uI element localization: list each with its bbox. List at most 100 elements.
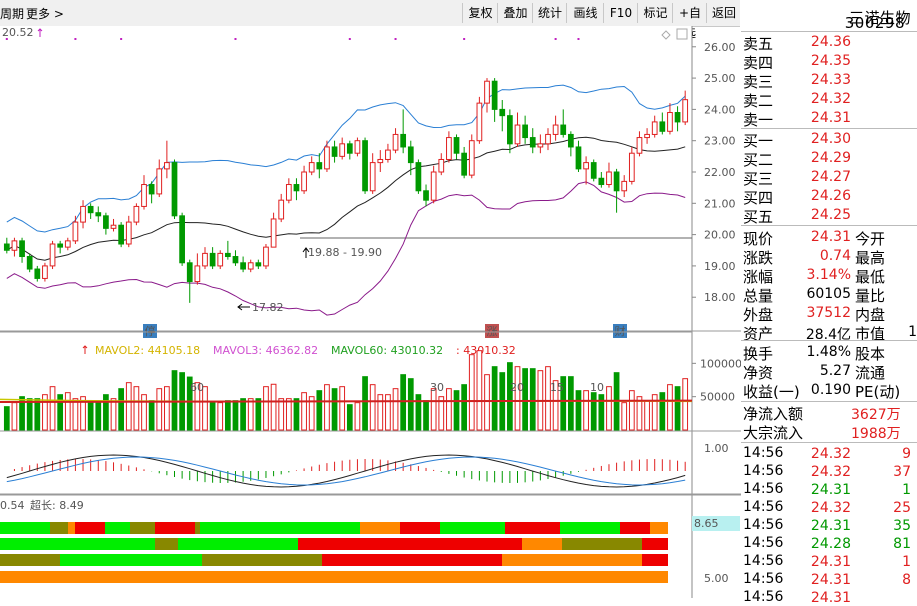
toolbar-button-2[interactable]: 统计 bbox=[532, 3, 567, 23]
stat-label-pct_label: 涨幅 bbox=[743, 268, 774, 286]
volume-bar bbox=[438, 396, 445, 431]
more-menu[interactable]: 更多 > bbox=[26, 7, 64, 21]
signal-strip-1 bbox=[642, 538, 668, 550]
candle bbox=[537, 143, 544, 148]
stat-label-outer_label: 外盘 bbox=[743, 306, 774, 324]
signal-strip-0 bbox=[195, 522, 200, 534]
volume-bar bbox=[202, 386, 208, 431]
volume-bar bbox=[316, 390, 323, 431]
toolbar-button-4[interactable]: F10 bbox=[603, 3, 638, 23]
signal-strip-0 bbox=[130, 522, 155, 534]
candle bbox=[491, 80, 498, 110]
signal-strip-1 bbox=[0, 538, 155, 550]
volume-bar bbox=[606, 386, 612, 431]
stat-label-turnover_label: 换手 bbox=[743, 345, 774, 363]
candle bbox=[103, 215, 109, 229]
signal-strip-1 bbox=[562, 538, 642, 550]
band-line-upper bbox=[6, 84, 686, 233]
vol-peak-3: 15 bbox=[550, 381, 564, 394]
volume-bar bbox=[148, 400, 155, 431]
bars-legend-prefix: 0.54 bbox=[0, 499, 25, 512]
stock-code: 300298 bbox=[844, 14, 905, 32]
signal-strip-0 bbox=[200, 522, 360, 534]
volume-bar bbox=[42, 394, 48, 431]
trade-time-0: 14:56 bbox=[743, 445, 784, 461]
toolbar-button-6[interactable]: +自选 bbox=[672, 3, 707, 40]
volume-bar bbox=[545, 366, 551, 431]
signal-strip-0 bbox=[650, 522, 668, 534]
bid-price-3: 24.26 bbox=[810, 188, 851, 204]
candle bbox=[316, 162, 323, 170]
volume-bar bbox=[293, 398, 300, 431]
candle bbox=[545, 133, 551, 145]
block-inflow-label: 大宗流入 bbox=[743, 424, 804, 442]
volume-bar bbox=[133, 386, 140, 431]
volume-bar bbox=[156, 388, 163, 431]
signal-strip-1 bbox=[522, 538, 562, 550]
volume-bar bbox=[453, 390, 460, 431]
candle bbox=[644, 133, 650, 139]
trade-price-5: 24.28 bbox=[810, 536, 851, 552]
divider bbox=[741, 401, 917, 402]
candle bbox=[377, 158, 384, 164]
volume-bar bbox=[263, 386, 269, 431]
candle bbox=[667, 112, 673, 132]
toolbar-button-3[interactable]: 画线 bbox=[566, 3, 604, 23]
volume-bar bbox=[529, 368, 536, 431]
candle bbox=[522, 124, 528, 139]
stat-label-open_label: 今开 bbox=[855, 230, 886, 248]
toolbar-button-5[interactable]: 标记 bbox=[637, 3, 673, 23]
trade-volume-5: 81 bbox=[893, 536, 911, 552]
stat-label-current_label: 现价 bbox=[743, 230, 774, 248]
candle bbox=[278, 199, 285, 220]
stat-label-equity_label: 股本 bbox=[855, 345, 886, 363]
candle bbox=[423, 190, 429, 201]
trade-price-1: 24.32 bbox=[810, 464, 851, 480]
bid-price-1: 24.29 bbox=[810, 150, 851, 166]
stat-label-high_label: 最高 bbox=[855, 249, 886, 267]
range-arrow-icon bbox=[302, 247, 310, 258]
volume-bar bbox=[186, 376, 193, 431]
net-inflow-label: 净流入额 bbox=[743, 405, 804, 423]
trade-time-2: 14:56 bbox=[743, 481, 784, 497]
stat-label-change_label: 涨跌 bbox=[743, 249, 774, 267]
candle bbox=[453, 137, 460, 154]
bid-label-4: 买五 bbox=[743, 208, 774, 226]
volume-bar bbox=[240, 398, 246, 431]
volume-bar bbox=[392, 388, 399, 431]
top-left-value: 20.52 bbox=[2, 26, 34, 39]
candle bbox=[369, 162, 376, 192]
kline-chart[interactable]: 26.00 25.00 24.00 23.00 22.00 21.00 20.00 19.00… bbox=[0, 26, 741, 598]
bid-price-0: 24.30 bbox=[810, 131, 851, 147]
trade-volume-7: 8 bbox=[902, 572, 911, 588]
candle bbox=[621, 180, 628, 192]
mavol-line-red bbox=[0, 399, 693, 403]
candle bbox=[507, 115, 513, 145]
signal-strip-2 bbox=[322, 554, 502, 566]
period-label[interactable]: 周期 bbox=[0, 7, 25, 21]
toolbar-button-1[interactable]: 叠加 bbox=[497, 3, 533, 23]
divider bbox=[741, 128, 917, 129]
marker-box-1 bbox=[485, 324, 499, 338]
toolbar-button-0[interactable]: 复权 bbox=[462, 3, 498, 23]
candle bbox=[651, 121, 658, 135]
volume-bar bbox=[636, 396, 643, 431]
candle bbox=[628, 152, 635, 182]
volume-bar bbox=[651, 394, 658, 431]
volume-bar bbox=[95, 400, 102, 431]
ask-price-3: 24.32 bbox=[810, 91, 851, 107]
signal-strip-2 bbox=[502, 554, 642, 566]
trade-price-3: 24.32 bbox=[810, 500, 851, 516]
signal-strip-0 bbox=[75, 522, 105, 534]
candle bbox=[95, 212, 102, 217]
volume-bar bbox=[674, 386, 681, 431]
candle bbox=[552, 124, 559, 135]
candle bbox=[529, 137, 536, 148]
signal-strip-2 bbox=[60, 554, 202, 566]
vol-peak-1: 30 bbox=[430, 381, 444, 394]
toolbar-button-7[interactable]: 返回 bbox=[706, 3, 741, 23]
candle bbox=[186, 262, 193, 283]
price-tick-3: 23.00 bbox=[704, 135, 736, 148]
volume-bar bbox=[644, 400, 650, 431]
